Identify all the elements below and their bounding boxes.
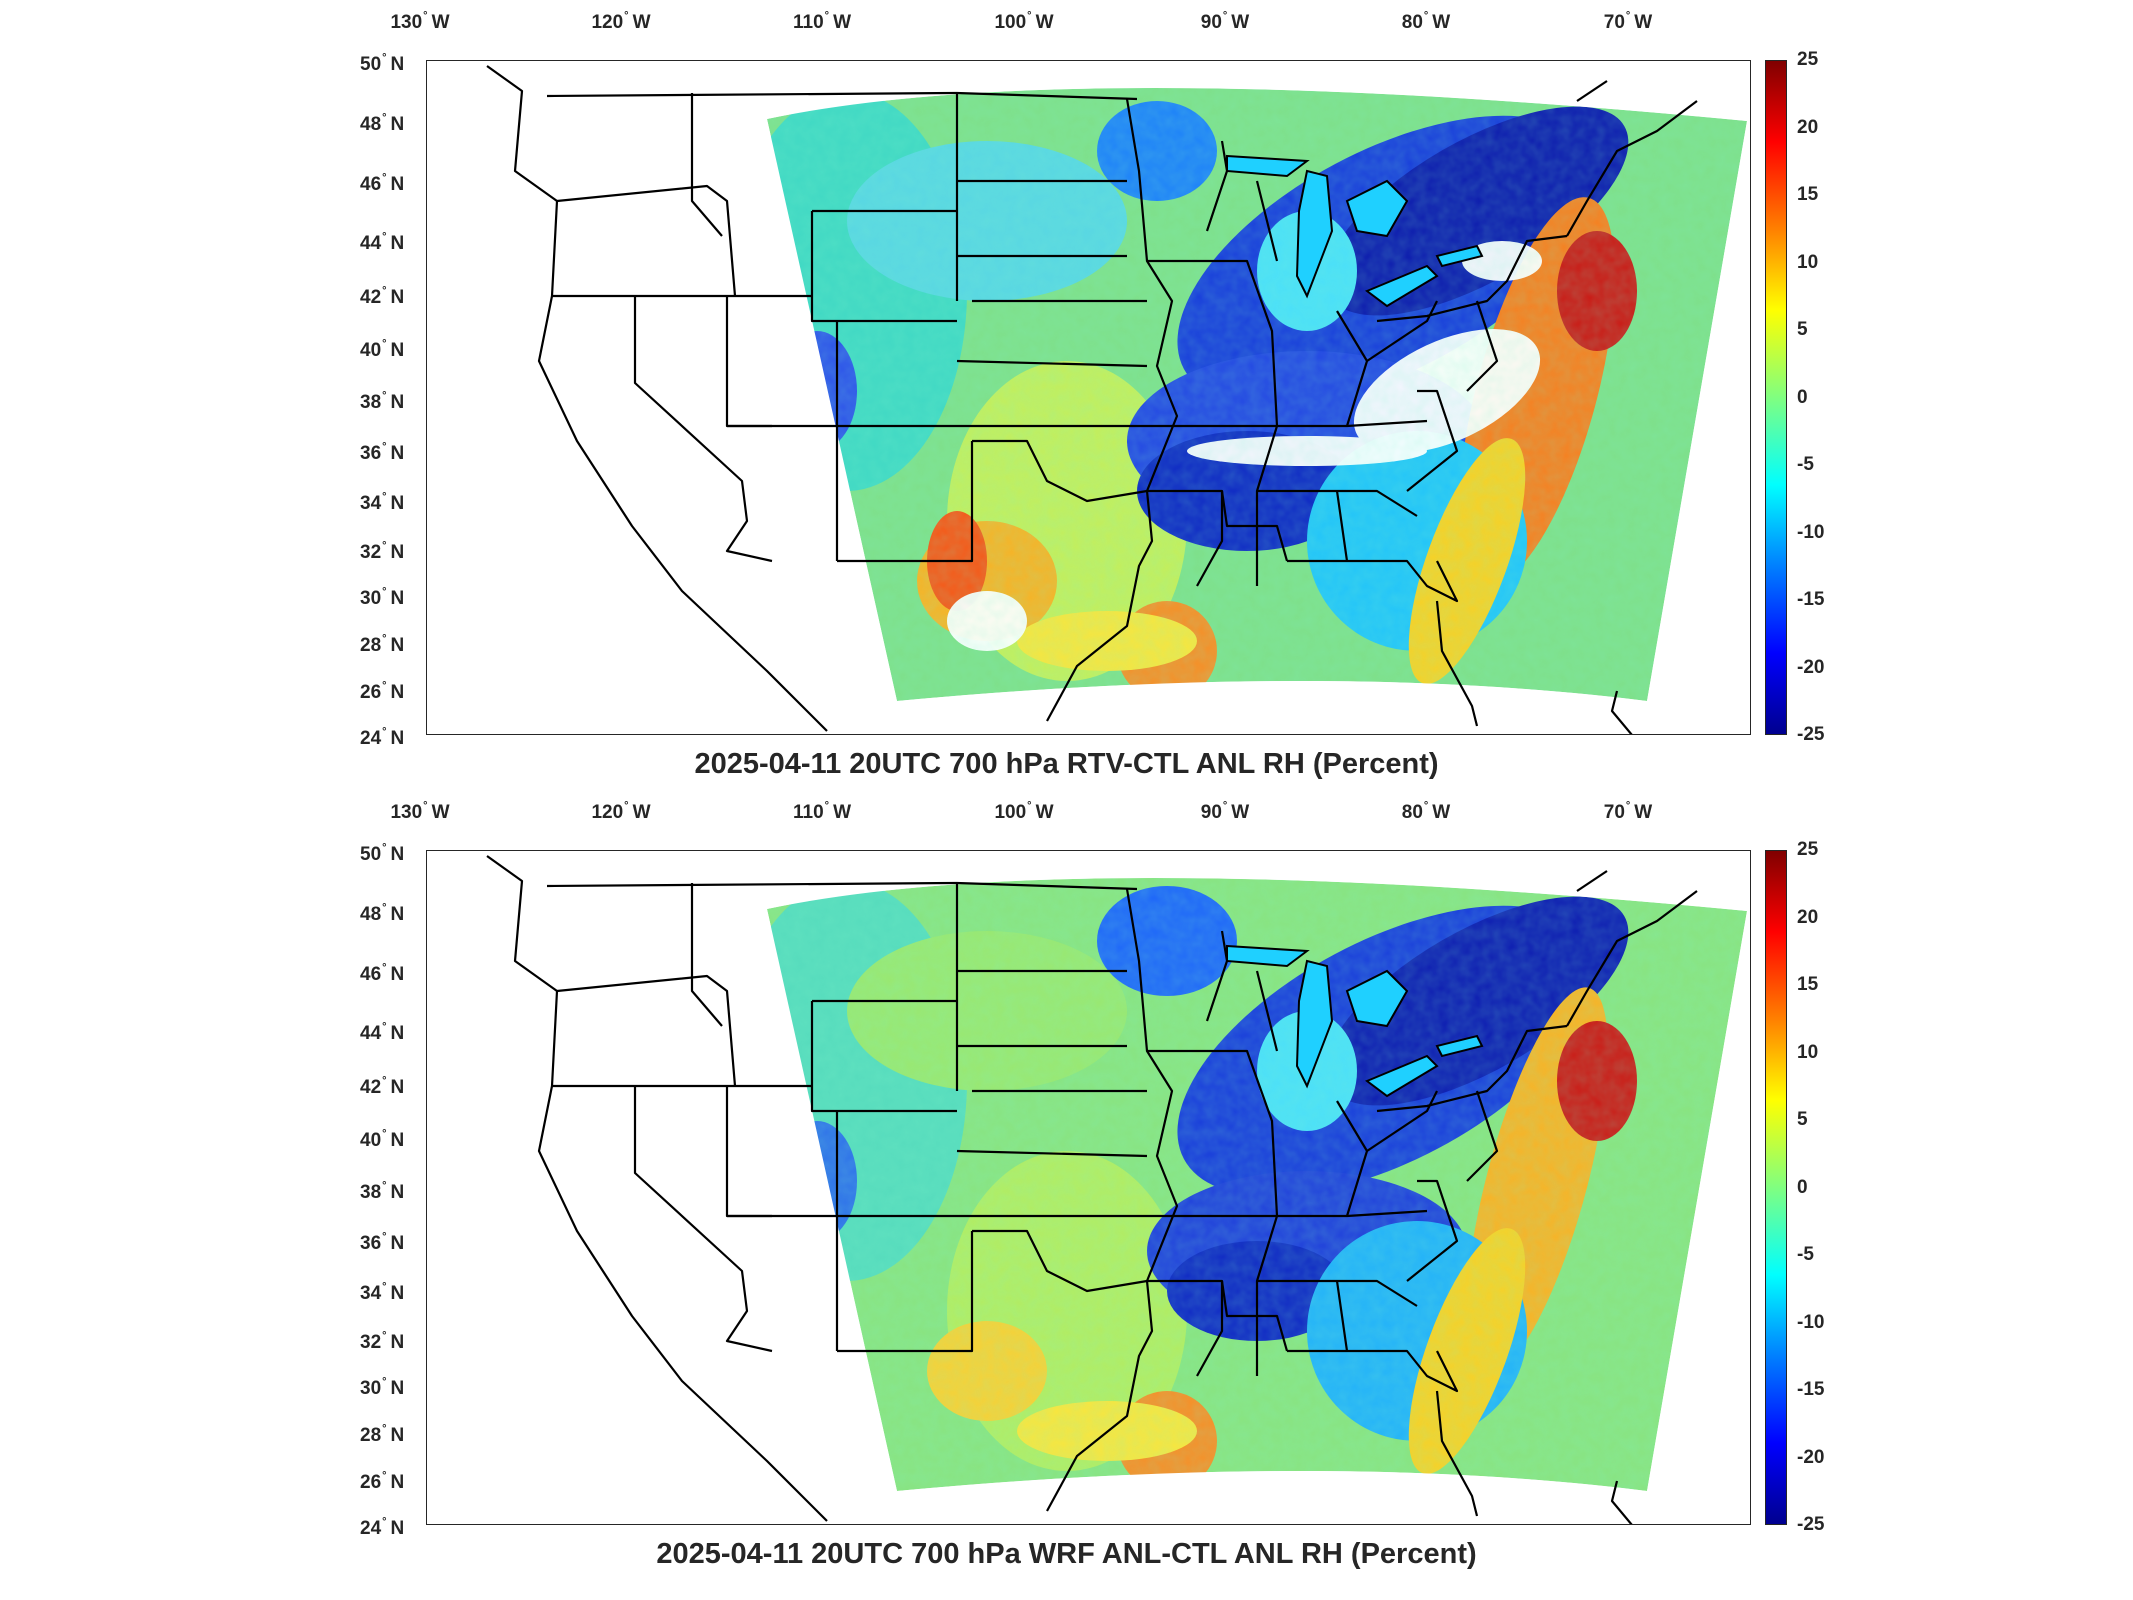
colorbar-tick-label: -20 xyxy=(1797,1446,1825,1468)
latitude-label: 44° N xyxy=(360,231,405,254)
latitude-label: 38° N xyxy=(360,1180,405,1203)
map-area xyxy=(426,60,1751,735)
latitude-label: 28° N xyxy=(360,1423,405,1446)
state-boundaries xyxy=(486,65,1698,734)
latitude-label: 50° N xyxy=(360,842,405,865)
latitude-label: 42° N xyxy=(360,1075,405,1098)
latitude-label: 44° N xyxy=(360,1021,405,1044)
latitude-label: 34° N xyxy=(360,491,405,514)
outside-mask xyxy=(427,851,1750,1524)
state-boundaries xyxy=(486,855,1698,1524)
colorbar xyxy=(1765,850,1787,1525)
colorbar-tick-label: 20 xyxy=(1797,906,1819,928)
colorbar-tick-label: 20 xyxy=(1797,116,1819,138)
latitude-label: 36° N xyxy=(360,441,405,464)
longitude-label: 110° W xyxy=(793,10,851,33)
latitude-label: 32° N xyxy=(360,1330,405,1353)
colorbar-tick-label: -5 xyxy=(1797,1244,1814,1265)
longitude-label: 130° W xyxy=(390,10,450,33)
longitude-label: 80° W xyxy=(1401,800,1451,823)
rh-difference-map xyxy=(427,61,1750,734)
longitude-label: 100° W xyxy=(994,800,1054,823)
colorbar-tick-label: 10 xyxy=(1797,251,1819,273)
colorbar-tick-label: -15 xyxy=(1797,1379,1825,1400)
latitude-label: 48° N xyxy=(360,902,405,925)
colorbar-tick-label: 25 xyxy=(1797,839,1819,860)
longitude-label: 120° W xyxy=(591,10,651,33)
latitude-label: 24° N xyxy=(360,1516,405,1539)
colorbar-tick-label: 25 xyxy=(1797,49,1819,70)
outside-mask xyxy=(427,61,1750,734)
colorbar-tick-label: -15 xyxy=(1797,589,1825,610)
latitude-label: 26° N xyxy=(360,680,405,703)
map-area xyxy=(426,850,1751,1525)
longitude-label: 90° W xyxy=(1200,10,1250,33)
map-panel-wrf-ctl: 130° W 120° W 110° W 100° W 90° W 80° W 70° W 50° N 48°… xyxy=(0,790,2133,1580)
latitude-label: 32° N xyxy=(360,540,405,563)
map-panel-rtv-ctl: 130° W 120° W 110° W 100° W 90° W 80° W 70° W 50° N 48°… xyxy=(0,0,2133,790)
latitude-label: 28° N xyxy=(360,633,405,656)
longitude-label: 100° W xyxy=(994,10,1054,33)
latitude-label: 46° N xyxy=(360,172,405,195)
longitude-label: 120° W xyxy=(591,800,651,823)
colorbar-tick-label: 15 xyxy=(1797,974,1819,995)
latitude-label: 30° N xyxy=(360,586,405,609)
colorbar-tick-label: 5 xyxy=(1797,319,1808,340)
great-lakes xyxy=(1226,944,1484,1098)
colorbar-tick-label: -25 xyxy=(1797,724,1825,745)
latitude-label: 46° N xyxy=(360,962,405,985)
colorbar-tick-label: 10 xyxy=(1797,1041,1819,1063)
colorbar-tick-label: 0 xyxy=(1797,1176,1808,1198)
longitude-label: 70° W xyxy=(1603,10,1653,33)
latitude-label: 40° N xyxy=(360,338,405,361)
rh-difference-map xyxy=(427,851,1750,1524)
latitude-label: 24° N xyxy=(360,726,405,749)
latitude-label: 30° N xyxy=(360,1376,405,1399)
latitude-label: 34° N xyxy=(360,1281,405,1304)
colorbar-tick-label: -5 xyxy=(1797,454,1814,475)
colorbar-tick-label: -10 xyxy=(1797,1311,1825,1333)
colorbar-tick-label: 15 xyxy=(1797,184,1819,205)
colorbar-tick-label: 0 xyxy=(1797,386,1808,408)
longitude-label: 80° W xyxy=(1401,10,1451,33)
latitude-label: 42° N xyxy=(360,285,405,308)
longitude-label: 90° W xyxy=(1200,800,1250,823)
longitude-label: 130° W xyxy=(390,800,450,823)
map-title: 2025-04-11 20UTC 700 hPa RTV-CTL ANL RH … xyxy=(694,748,1439,780)
colorbar xyxy=(1765,60,1787,735)
latitude-label: 48° N xyxy=(360,112,405,135)
colorbar-tick-label: 5 xyxy=(1797,1109,1808,1130)
longitude-label: 110° W xyxy=(793,800,851,823)
colorbar-tick-label: -10 xyxy=(1797,521,1825,543)
colorbar-tick-label: -25 xyxy=(1797,1514,1825,1535)
latitude-label: 26° N xyxy=(360,1470,405,1493)
latitude-label: 50° N xyxy=(360,52,405,75)
latitude-label: 36° N xyxy=(360,1231,405,1254)
great-lakes xyxy=(1226,154,1484,308)
longitude-label: 70° W xyxy=(1603,800,1653,823)
colorbar-tick-label: -20 xyxy=(1797,656,1825,678)
latitude-label: 38° N xyxy=(360,390,405,413)
latitude-label: 40° N xyxy=(360,1128,405,1151)
map-title: 2025-04-11 20UTC 700 hPa WRF ANL-CTL ANL… xyxy=(656,1538,1477,1570)
